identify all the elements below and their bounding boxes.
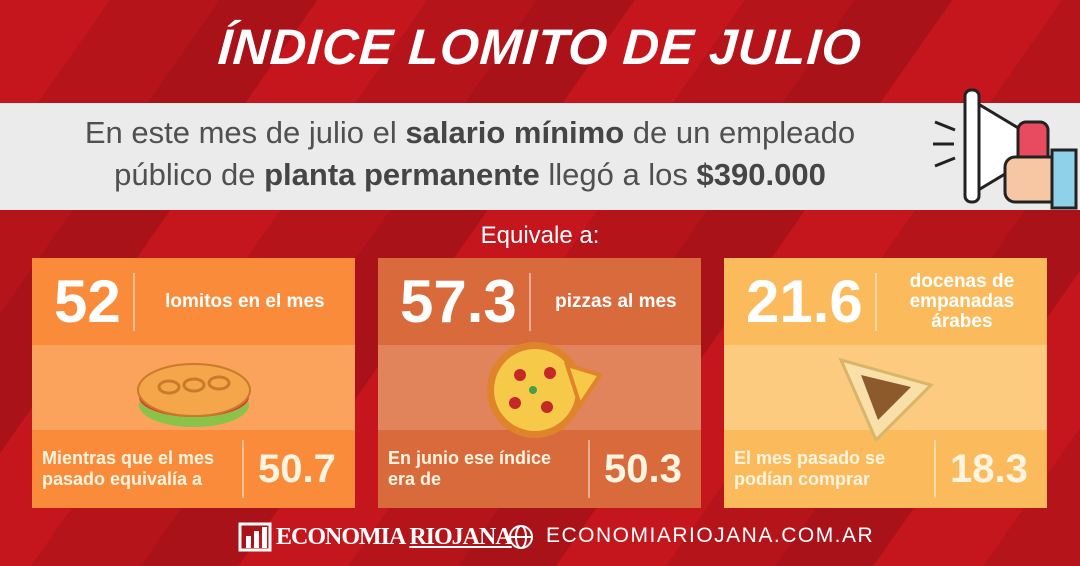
equivalence-label: Equivale a: (480, 222, 600, 249)
divider (588, 440, 590, 498)
logo-icon (238, 522, 272, 552)
divider (934, 440, 936, 498)
previous-text: Mientras que el mes pasado equivalía a (42, 448, 215, 489)
intro-bold: $390.000 (696, 157, 826, 192)
globe-icon (509, 525, 533, 549)
intro-bold: salario mínimo (405, 115, 625, 150)
card-top: 52 lomitos en el mes (32, 258, 355, 345)
sandwich-icon (136, 363, 251, 427)
pizza-icon (486, 342, 603, 438)
intro-text: En este mes de julio el salario mínimo d… (40, 112, 900, 196)
card-label: pizzas al mes (555, 290, 677, 312)
card: 57.3 pizzas al mes En junio ese índice era… (378, 258, 701, 508)
intro-text-part: En este mes de julio el (84, 115, 406, 150)
card-value: 57.3 (400, 268, 517, 335)
divider (528, 272, 531, 331)
logo: ECONOMIA RIOJANA (276, 524, 513, 551)
card-label: lomitos en el mes (165, 290, 325, 312)
card-bottom: Mientras que el mes pasado equivalía a 50… (32, 430, 355, 508)
megaphone-icon (933, 88, 1078, 210)
footer: ECONOMIA RIOJANA ECONOMIARIOJANA.COM.AR (0, 518, 1080, 558)
image-band (32, 345, 355, 430)
divider (242, 440, 244, 498)
intro-bold: planta permanente (264, 157, 540, 192)
empanada-icon (837, 357, 934, 443)
title: ÍNDICE LOMITO DE JULIO (216, 19, 864, 75)
previous-value: 50.7 (258, 446, 336, 491)
image-band (378, 342, 701, 438)
card-bottom: En junio ese índice era de 50.3 (378, 430, 701, 508)
website: ECONOMIARIOJANA.COM.AR (546, 524, 875, 547)
previous-text: El mes pasado se podían comprar (734, 448, 886, 489)
previous-value: 50.3 (604, 446, 682, 491)
divider (874, 272, 877, 331)
card-value: 52 (54, 268, 121, 335)
divider (132, 272, 135, 331)
card: 21.6 docenas de empanadas árabes El mes pa… (724, 258, 1047, 508)
intro-text-part: llegó a los (539, 157, 697, 192)
previous-value: 18.3 (950, 446, 1028, 491)
logo-main: ECONOMIA (276, 524, 406, 550)
card: 52 lomitos en el mes Mientras que el mes p… (32, 258, 355, 508)
card-top: 21.6 docenas de empanadas árabes (724, 258, 1047, 345)
card-label: docenas de empanadas árabes (909, 270, 1015, 332)
intro-text-part: de un empleado público de (114, 115, 856, 192)
intro-band (0, 103, 1080, 210)
card-top: 57.3 pizzas al mes (378, 258, 701, 345)
logo-accent: RIOJANA (409, 524, 512, 550)
previous-text: En junio ese índice era de (388, 448, 552, 489)
card-value: 21.6 (746, 268, 863, 335)
card-bottom: El mes pasado se podían comprar 18.3 (724, 430, 1047, 508)
image-band (724, 345, 1047, 443)
